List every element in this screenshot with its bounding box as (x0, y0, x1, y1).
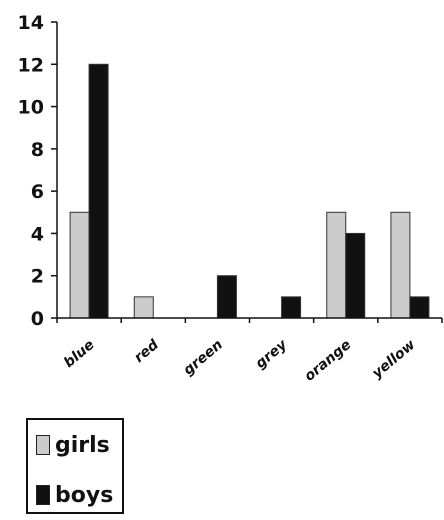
legend-item-girls: girls (36, 430, 110, 460)
bar-girls-blue (69, 211, 90, 319)
bars (69, 63, 430, 319)
bar-boys-yellow (409, 296, 430, 319)
legend-swatch-boys (36, 485, 50, 505)
legend-item-boys: boys (36, 480, 113, 510)
y-tick-label: 8 (31, 139, 44, 161)
y-tick-label: 6 (31, 181, 44, 203)
y-tick-label: 4 (31, 223, 44, 245)
x-axis (56, 317, 443, 323)
y-tick-label: 2 (31, 266, 44, 288)
x-tick-label-grey: grey (253, 336, 291, 372)
bar-girls-yellow (390, 211, 411, 319)
x-tick-label-orange: orange (302, 337, 355, 385)
legend-label-boys: boys (55, 482, 114, 508)
x-tick-label-yellow: yellow (369, 337, 418, 382)
legend-swatch-girls (36, 435, 50, 455)
legend-label-girls: girls (55, 432, 110, 458)
legend: girls boys (26, 418, 124, 514)
category-labels: blue red green grey orange yellow (61, 336, 418, 385)
bar-boys-orange (345, 232, 366, 319)
x-tick-label-red: red (131, 336, 162, 366)
bar-boys-blue (88, 63, 109, 319)
x-tick-label-blue: blue (61, 337, 98, 371)
y-tick-label: 14 (18, 12, 44, 34)
y-tick-label: 0 (31, 308, 44, 330)
y-axis-ticks: 0 2 4 6 8 10 12 14 (18, 12, 58, 330)
y-tick-label: 10 (18, 97, 44, 119)
bar-boys-green (216, 275, 237, 319)
bar-girls-orange (326, 211, 347, 319)
bar-girls-red (133, 296, 154, 319)
x-tick-label-green: green (181, 337, 226, 379)
bar-boys-grey (281, 296, 302, 319)
bar-chart: 0 2 4 6 8 10 12 14 blue red green grey orange yellow (18, 12, 443, 385)
y-tick-label: 12 (18, 54, 44, 76)
